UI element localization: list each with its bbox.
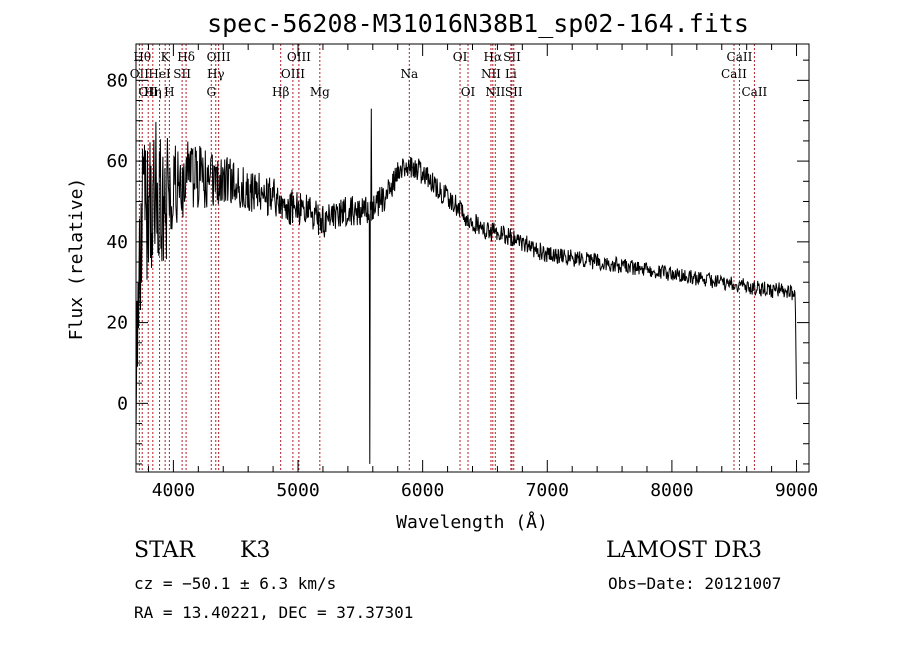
- line-marker-label: OIII: [287, 50, 311, 64]
- chart-title: spec-56208-M31016N38B1_sp02-164.fits: [207, 9, 749, 38]
- line-marker-label: OIII: [281, 67, 305, 81]
- line-marker-label: Na: [400, 67, 418, 81]
- line-marker-label: OIII: [207, 50, 231, 64]
- line-marker-label: Hδ: [177, 50, 195, 64]
- object-subclass: K3: [240, 538, 271, 563]
- line-marker-label: HeI: [148, 67, 171, 81]
- x-tick-label: 9000: [775, 480, 818, 501]
- x-tick-label: 6000: [401, 480, 444, 501]
- line-marker-label: Hβ: [272, 85, 289, 99]
- x-tick-label: 4000: [152, 480, 195, 501]
- y-tick-label: 80: [106, 70, 128, 91]
- line-marker-label: NII: [481, 67, 501, 81]
- line-marker-label: Hγ: [207, 67, 225, 81]
- line-marker-label: SII: [505, 85, 523, 99]
- line-marker-label: OII: [130, 67, 150, 81]
- y-tick-label: 0: [117, 393, 128, 414]
- axis-tick-layer: 4000 5000 6000 7000 8000 9000 0 20 40 60 80: [106, 44, 818, 501]
- line-marker-label: H: [164, 85, 174, 99]
- line-marker-label: G: [206, 85, 216, 99]
- spectrum-line: [135, 108, 797, 464]
- redshift-cz: cz = −50.1 ± 6.3 km/s: [134, 574, 337, 593]
- x-tick-label: 7000: [526, 480, 569, 501]
- survey-name: LAMOST DR3: [606, 538, 762, 563]
- y-tick-label: 60: [106, 151, 128, 172]
- plot-frame: [135, 43, 810, 473]
- line-marker-label: OI: [453, 50, 468, 64]
- x-axis-label: Wavelength (Å): [396, 511, 548, 533]
- line-marker-label: Hη: [144, 85, 162, 99]
- observation-date: Obs−Date: 20121007: [608, 574, 782, 593]
- sky-coordinates: RA = 13.40221, DEC = 37.37301: [134, 603, 414, 622]
- object-class: STAR: [134, 538, 195, 563]
- line-marker-label: OI: [461, 85, 476, 99]
- y-tick-label: 20: [106, 313, 128, 334]
- x-tick-label: 5000: [276, 480, 319, 501]
- line-marker-label: K: [161, 50, 171, 64]
- line-marker-label: Hα: [484, 50, 503, 64]
- x-tick-label: 8000: [650, 480, 693, 501]
- line-marker-label: Mg: [310, 85, 330, 99]
- line-marker-label: CaII: [727, 50, 753, 64]
- line-marker-label: CaII: [741, 85, 767, 99]
- line-marker-label: CaII: [721, 67, 747, 81]
- line-marker-label: SII: [173, 67, 191, 81]
- line-marker-layer: OIIHθOIIHηHeIKHSIIHδGHγOIIIHβOIIIOIIIMgN…: [130, 44, 768, 472]
- y-tick-label: 40: [106, 232, 128, 253]
- y-axis-label: Flux (relative): [66, 178, 87, 341]
- line-marker-label: Li: [505, 67, 517, 81]
- line-marker-label: SII: [503, 50, 521, 64]
- line-marker-label: NII: [485, 85, 505, 99]
